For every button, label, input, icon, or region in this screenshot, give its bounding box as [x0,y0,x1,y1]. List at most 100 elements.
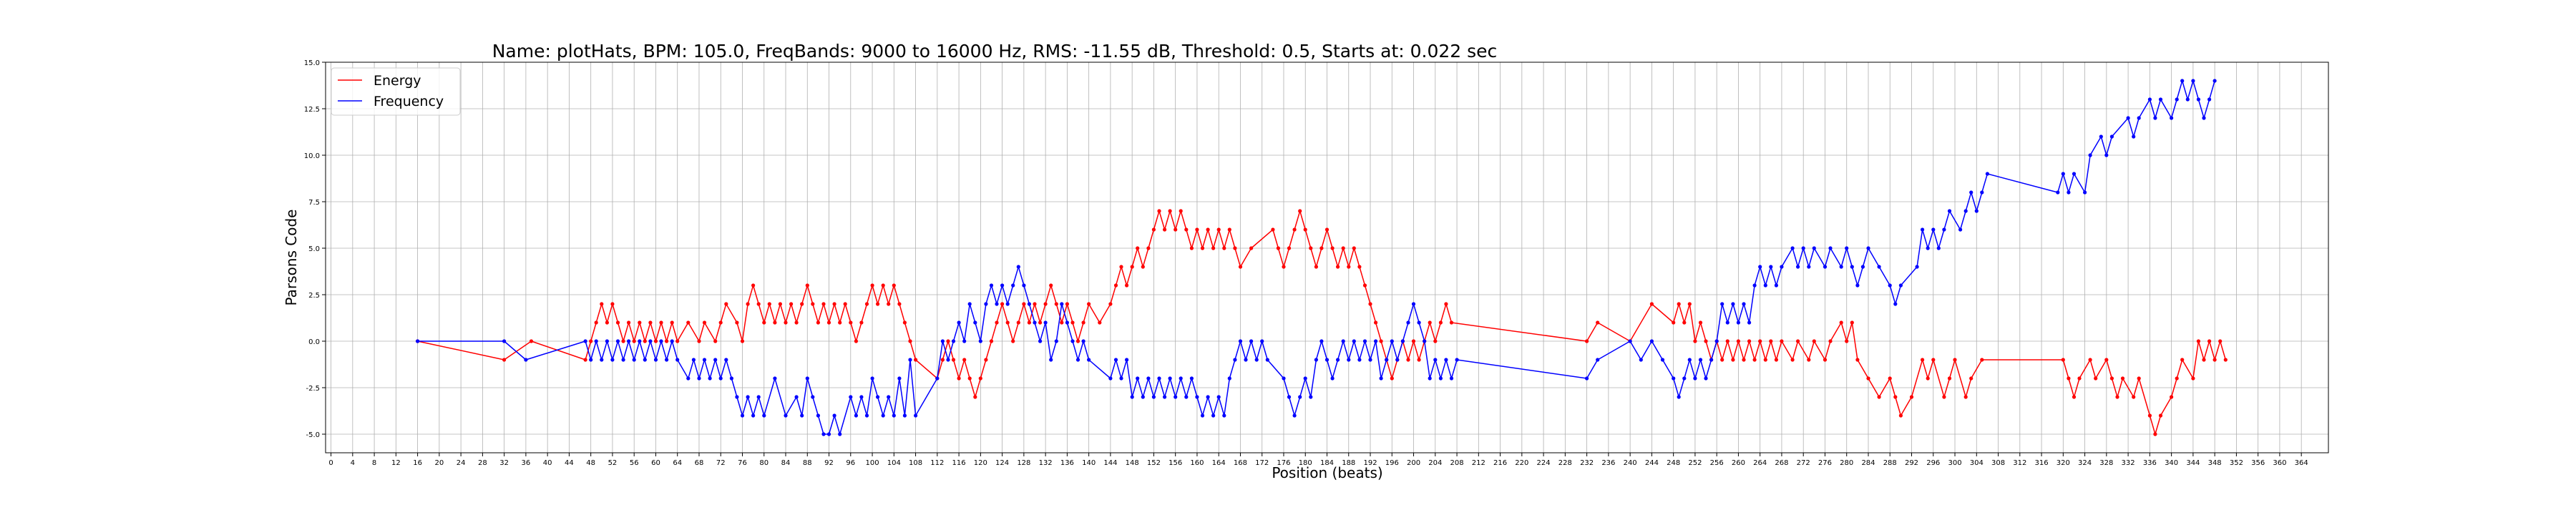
data-point-frequency [1130,395,1134,399]
x-tick-label: 220 [1515,459,1528,467]
data-point-energy [1839,320,1843,325]
data-point-frequency [2088,153,2092,157]
data-point-frequency [524,358,528,362]
x-tick-label: 356 [2251,459,2265,467]
y-axis-label: Parsons Code [283,210,300,306]
data-point-energy [1179,209,1183,213]
y-tick-label: -5.0 [306,431,320,439]
data-point-energy [2170,395,2174,399]
data-point-frequency [2109,134,2114,139]
data-point-frequency [1855,283,1860,288]
data-point-energy [789,302,794,306]
chart-title: Name: plotHats, BPM: 105.0, FreqBands: 9… [492,41,1498,62]
data-point-energy [1888,376,1892,381]
y-tick-label: -2.5 [306,385,320,393]
data-point-frequency [1390,339,1394,343]
data-point-frequency [1406,320,1410,325]
data-point-energy [1200,246,1205,250]
data-point-frequency [1860,265,1865,269]
data-point-energy [1038,320,1043,325]
data-point-energy [697,339,701,343]
data-point-energy [1763,358,1767,362]
x-tick-label: 36 [522,459,531,467]
data-point-frequency [1796,265,1800,269]
data-point-energy [2094,376,2098,381]
data-point-frequency [1357,358,1362,362]
x-tick-label: 248 [1667,459,1680,467]
data-point-energy [1433,339,1438,343]
data-point-energy [2207,339,2212,343]
data-point-energy [902,320,907,325]
data-point-frequency [914,413,918,418]
data-point-frequency [1309,395,1313,399]
data-point-energy [740,339,745,343]
data-point-energy [2061,358,2065,362]
data-point-frequency [1709,358,1714,362]
data-point-energy [1725,339,1729,343]
data-point-energy [1157,209,1161,213]
data-point-frequency [2170,116,2174,120]
data-point-frequency [1016,265,1020,269]
data-point-frequency [1151,395,1156,399]
data-point-frequency [1033,320,1037,325]
data-point-frequency [416,339,420,343]
data-point-energy [1736,339,1740,343]
x-tick-label: 276 [1818,459,1832,467]
data-point-frequency [854,413,858,418]
data-point-energy [1276,246,1280,250]
data-point-energy [1942,395,1946,399]
data-point-energy [1780,339,1784,343]
data-point-energy [1249,246,1254,250]
x-tick-label: 44 [565,459,574,467]
data-point-energy [773,320,777,325]
data-point-energy [767,302,771,306]
data-point-energy [713,339,718,343]
data-point-energy [1341,246,1345,250]
data-point-energy [1687,302,1692,306]
data-point-frequency [1449,376,1454,381]
data-point-energy [1758,339,1762,343]
data-point-frequency [2147,97,2152,102]
data-point-frequency [1823,265,1828,269]
data-point-frequency [1324,358,1330,362]
data-point-frequency [746,395,750,399]
data-point-energy [1812,339,1816,343]
data-point-energy [1406,358,1410,362]
data-point-frequency [1141,395,1145,399]
data-point-energy [1282,265,1286,269]
data-point-energy [1774,358,1778,362]
data-point-energy [1980,358,1984,362]
data-point-frequency [1677,395,1681,399]
data-point-frequency [902,413,907,418]
data-point-energy [1682,320,1687,325]
data-point-frequency [967,302,972,306]
data-point-frequency [1260,339,1264,343]
x-tick-label: 4 [351,459,355,467]
data-point-energy [2147,413,2152,418]
data-point-frequency [1790,246,1795,250]
data-point-frequency [1649,339,1654,343]
data-point-energy [735,320,739,325]
data-point-energy [838,320,842,325]
data-point-frequency [1287,395,1292,399]
data-point-energy [594,320,598,325]
data-point-energy [502,358,507,362]
data-point-energy [653,339,658,343]
data-point-energy [1677,302,1681,306]
data-point-energy [1043,302,1048,306]
data-point-frequency [1184,395,1189,399]
data-point-energy [1184,227,1189,232]
data-point-frequency [1898,283,1903,288]
data-point-frequency [1314,358,1318,362]
x-tick-label: 116 [952,459,966,467]
x-tick-label: 0 [328,459,333,467]
data-point-frequency [1060,302,1064,306]
data-point-frequency [653,358,658,362]
data-point-frequency [784,413,788,418]
data-point-frequency [881,413,885,418]
data-point-frequency [632,358,636,362]
data-point-energy [821,302,826,306]
x-tick-label: 136 [1060,459,1074,467]
data-point-frequency [1065,320,1069,325]
